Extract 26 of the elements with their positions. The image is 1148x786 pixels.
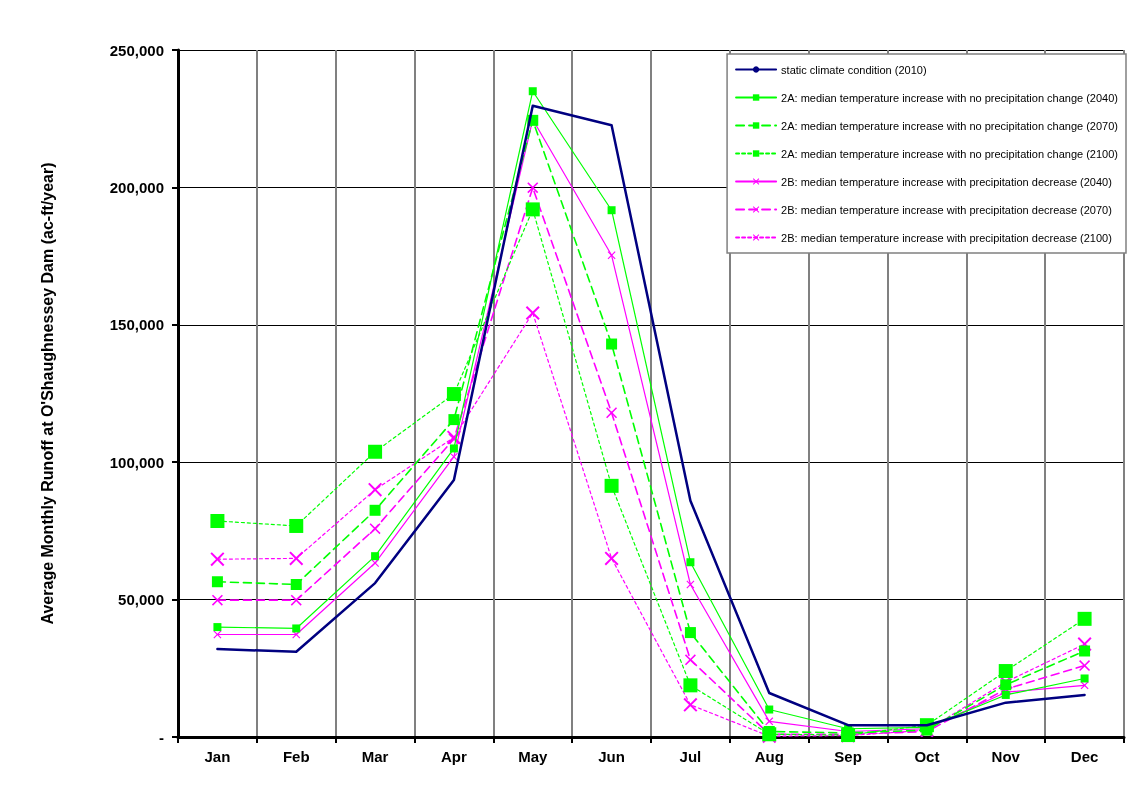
x-tick-label: Sep (834, 748, 862, 765)
x-tick-label: Jun (598, 748, 625, 765)
y-tick-label: 100,000 (109, 453, 164, 471)
y-tick-label: 200,000 (109, 178, 164, 196)
legend-label: 2B: median temperature increase with precipitation decrease (2070) (781, 203, 1112, 216)
legend-label: 2A: median temperature increase with no precipitation change (2070) (781, 119, 1118, 132)
legend-label: 2B: median temperature increase with precipitation decrease (2040) (781, 175, 1112, 188)
x-tick-label: Nov (991, 748, 1021, 765)
x-tick-label: Apr (440, 748, 467, 765)
x-tick-label: Mar (361, 748, 389, 765)
x-tick-label: Feb (282, 748, 310, 765)
legend-label: static climate condition (2010) (781, 63, 927, 76)
legend-label: 2A: median temperature increase with no precipitation change (2040) (781, 91, 1118, 104)
y-tick-label: 250,000 (109, 41, 164, 59)
x-tick-label: May (518, 748, 548, 765)
x-tick-label: Oct (914, 748, 940, 765)
y-tick-label: 150,000 (109, 316, 164, 334)
x-tick-label: Dec (1070, 748, 1099, 765)
x-tick-label: Jan (204, 748, 231, 765)
legend-label: 2B: median temperature increase with precipitation decrease (2100) (781, 231, 1112, 244)
y-tick-label: 50,000 (118, 591, 164, 609)
y-tick-label: - (159, 728, 164, 746)
y-axis-title: Average Monthly Runoff at O'Shaughnessey Dam (ac-ft/year) (38, 162, 56, 625)
legend-label: 2A: median temperature increase with no precipitation change (2100) (781, 147, 1118, 160)
x-tick-label: Aug (754, 748, 784, 765)
x-tick-label: Jul (679, 748, 702, 765)
